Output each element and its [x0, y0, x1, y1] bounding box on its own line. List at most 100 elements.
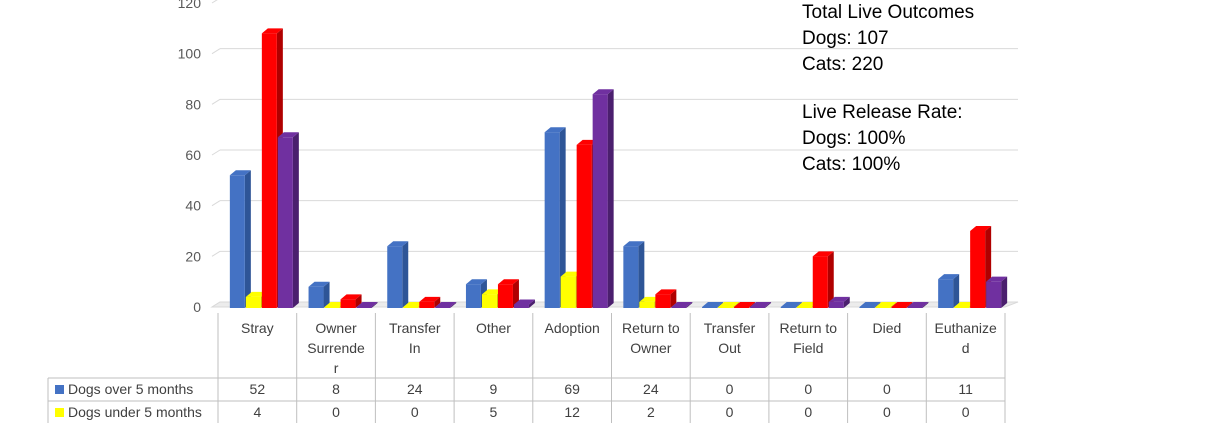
bar-front [513, 304, 529, 308]
bar-side [528, 299, 535, 308]
category-label-line: Transfer [704, 320, 756, 336]
bar [891, 302, 913, 308]
bar-side [874, 302, 881, 308]
total-live-outcomes-title: Total Live Outcomes [802, 2, 975, 23]
bar-side [717, 302, 724, 308]
bar [277, 132, 299, 308]
bar-top [465, 279, 487, 285]
bar-side [355, 294, 362, 308]
bar-side [371, 302, 378, 308]
table-cell: 69 [564, 381, 580, 397]
table-cell: 2 [647, 404, 655, 420]
bar-front [954, 307, 970, 308]
bar-top [513, 299, 535, 305]
category-label-line: Return to [779, 320, 837, 336]
bar-side [292, 132, 299, 308]
bar-top [828, 296, 850, 302]
bar-front [986, 281, 1002, 308]
bar-side [607, 89, 614, 308]
bar-top [356, 302, 378, 307]
bar [938, 274, 960, 308]
bar-top [986, 276, 1008, 282]
bar-front [356, 307, 372, 308]
bar-front [750, 307, 766, 308]
category-label-line: Return to [622, 320, 680, 336]
bar-front [718, 307, 734, 308]
bar-front [387, 246, 403, 308]
legend-label: Dogs over 5 months [68, 381, 193, 397]
gridline-depth [211, 250, 221, 257]
bar-front [229, 175, 245, 308]
bar-front [875, 307, 891, 308]
y-tick-label: 60 [185, 147, 201, 163]
bar-front [592, 94, 608, 308]
bar [671, 302, 693, 308]
table-cell: 24 [407, 381, 423, 397]
bar-top [938, 274, 960, 280]
annotation-box: Total Live Outcomes Dogs: 107 Cats: 220 … [802, 0, 974, 178]
category-label-line: In [409, 340, 421, 356]
rate-cats: Cats: 100% [802, 154, 901, 175]
y-tick-label: 40 [185, 198, 201, 214]
bar-front [702, 307, 718, 308]
category-label: Transfer In [389, 320, 441, 356]
category-label-line: Field [793, 340, 823, 356]
bar-front [324, 307, 340, 308]
bar-top [560, 271, 582, 277]
category-label-line: Owner [630, 340, 672, 356]
bar [419, 296, 441, 308]
bar-top [324, 302, 346, 307]
category-label-line: Surrende [307, 340, 365, 356]
bar-front [780, 307, 796, 308]
bar-top [592, 89, 614, 95]
bar-top [387, 241, 409, 247]
bar [544, 127, 566, 308]
bar-top [907, 302, 929, 307]
table-cell: 0 [804, 381, 812, 397]
bar-top [403, 302, 425, 307]
bar-front [465, 284, 481, 308]
bar-top [702, 302, 724, 307]
table-cell: 8 [332, 381, 340, 397]
bar-side [450, 302, 457, 308]
bar [340, 294, 362, 308]
category-label-line: Euthanize [935, 320, 997, 336]
bar-side [323, 281, 330, 308]
gridline-depth [211, 48, 221, 55]
bar-front [938, 279, 954, 308]
bar-side [906, 302, 913, 308]
bar [828, 296, 850, 308]
bar-front [245, 296, 261, 308]
bar-top [435, 302, 457, 307]
bar-top [481, 289, 503, 295]
table-cell: 0 [726, 381, 734, 397]
category-label: Return to Owner [622, 320, 680, 356]
bar-top [780, 302, 802, 307]
bar-top [639, 296, 661, 302]
bar-side [827, 251, 834, 308]
category-label-line: d [962, 340, 970, 356]
legend-swatch [55, 385, 64, 394]
table-cell: 0 [726, 404, 734, 420]
bar-top [544, 127, 566, 133]
bar-top [261, 28, 283, 34]
category-label: Owner Surrende r [307, 320, 365, 376]
table-cell: 0 [883, 381, 891, 397]
bar [875, 302, 897, 308]
bar-side [402, 241, 409, 308]
bar-top [229, 170, 251, 176]
bar-side [795, 302, 802, 308]
bar-front [261, 33, 277, 309]
bar-top [750, 302, 772, 307]
bar-front [734, 307, 750, 308]
bar-top [734, 302, 756, 307]
bar [513, 299, 535, 308]
category-label: Transfer Out [704, 320, 756, 356]
bar-front [435, 307, 451, 308]
bar-side [512, 279, 519, 308]
bar-top [576, 139, 598, 145]
bar-top [970, 226, 992, 231]
total-dogs: Dogs: 107 [802, 28, 889, 49]
